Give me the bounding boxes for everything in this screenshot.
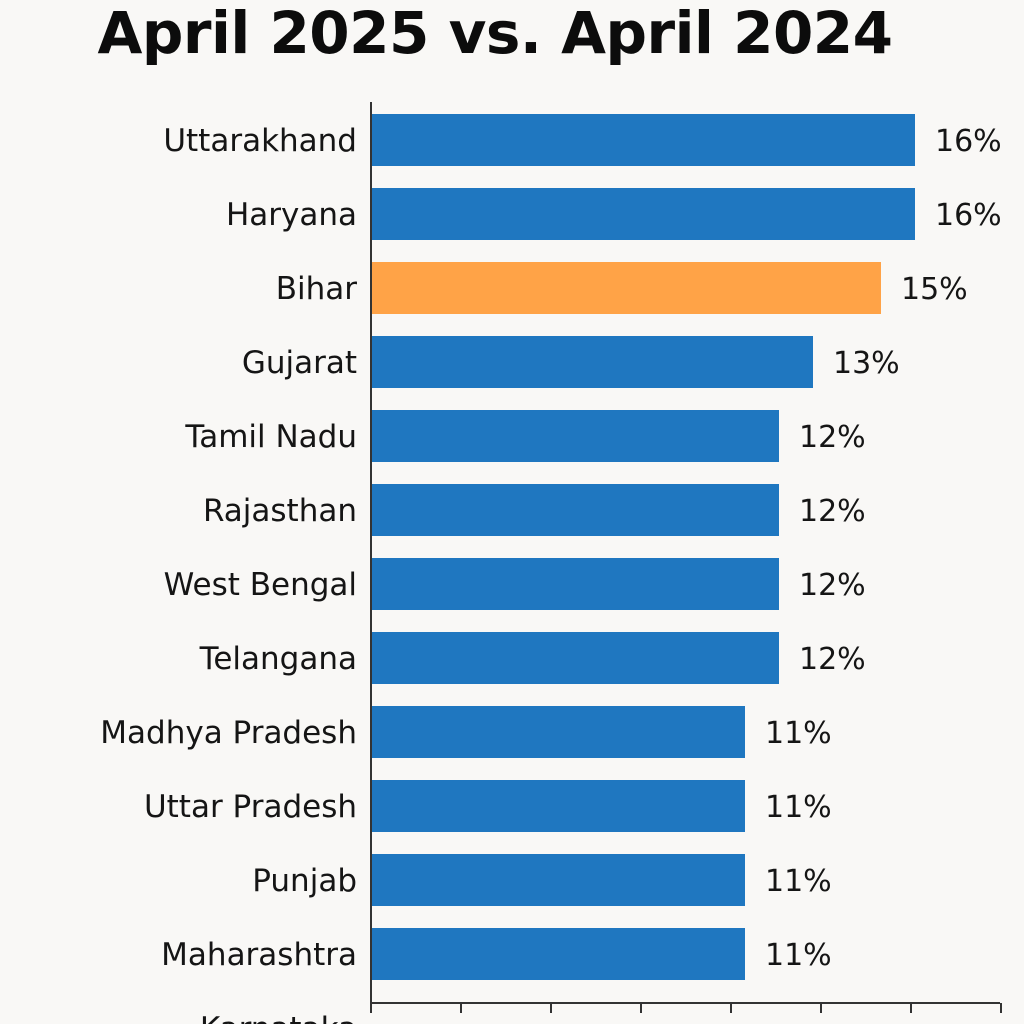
category-label: Madhya Pradesh: [100, 715, 357, 751]
category-label: Bihar: [276, 271, 358, 307]
bar-tamil-nadu: [371, 410, 779, 462]
bar-telangana: [371, 632, 779, 684]
category-label: Telangana: [199, 641, 357, 677]
value-label: 11%: [765, 864, 832, 899]
value-label: 11%: [765, 938, 832, 973]
value-label: 16%: [935, 124, 1002, 159]
category-label: Haryana: [226, 197, 357, 233]
category-label: West Bengal: [164, 567, 357, 603]
value-label: 12%: [799, 494, 866, 529]
category-label: Punjab: [252, 863, 357, 899]
category-label: Maharashtra: [161, 937, 357, 973]
category-label: Gujarat: [242, 345, 357, 381]
value-label: 16%: [935, 198, 1002, 233]
bars-layer: Uttarakhand 16% Haryana 16% Bihar 15% Gujarat 1…: [100, 114, 1002, 1024]
category-label: Karnataka: [200, 1011, 357, 1024]
category-label: Uttarakhand: [163, 123, 357, 159]
value-label: 11%: [765, 716, 832, 751]
category-label: Uttar Pradesh: [144, 789, 357, 825]
value-label: 12%: [799, 642, 866, 677]
axis-layer: [370, 102, 1002, 1013]
chart-title: April 2025 vs. April 2024: [97, 0, 893, 67]
bar-rajasthan: [371, 484, 779, 536]
value-label: 12%: [799, 568, 866, 603]
category-label: Tamil Nadu: [184, 419, 357, 455]
bar-west-bengal: [371, 558, 779, 610]
bar-uttar-pradesh: [371, 780, 745, 832]
bar-punjab: [371, 854, 745, 906]
category-label: Rajasthan: [203, 493, 357, 529]
bar-maharashtra: [371, 928, 745, 980]
bar-gujarat: [371, 336, 813, 388]
value-label: 12%: [799, 420, 866, 455]
bar-bihar: [371, 262, 881, 314]
value-label: 15%: [901, 272, 968, 307]
bar-uttarakhand: [371, 114, 915, 166]
bar-madhya-pradesh: [371, 706, 745, 758]
bar-haryana: [371, 188, 915, 240]
value-label: 11%: [765, 790, 832, 825]
value-label: 13%: [833, 346, 900, 381]
